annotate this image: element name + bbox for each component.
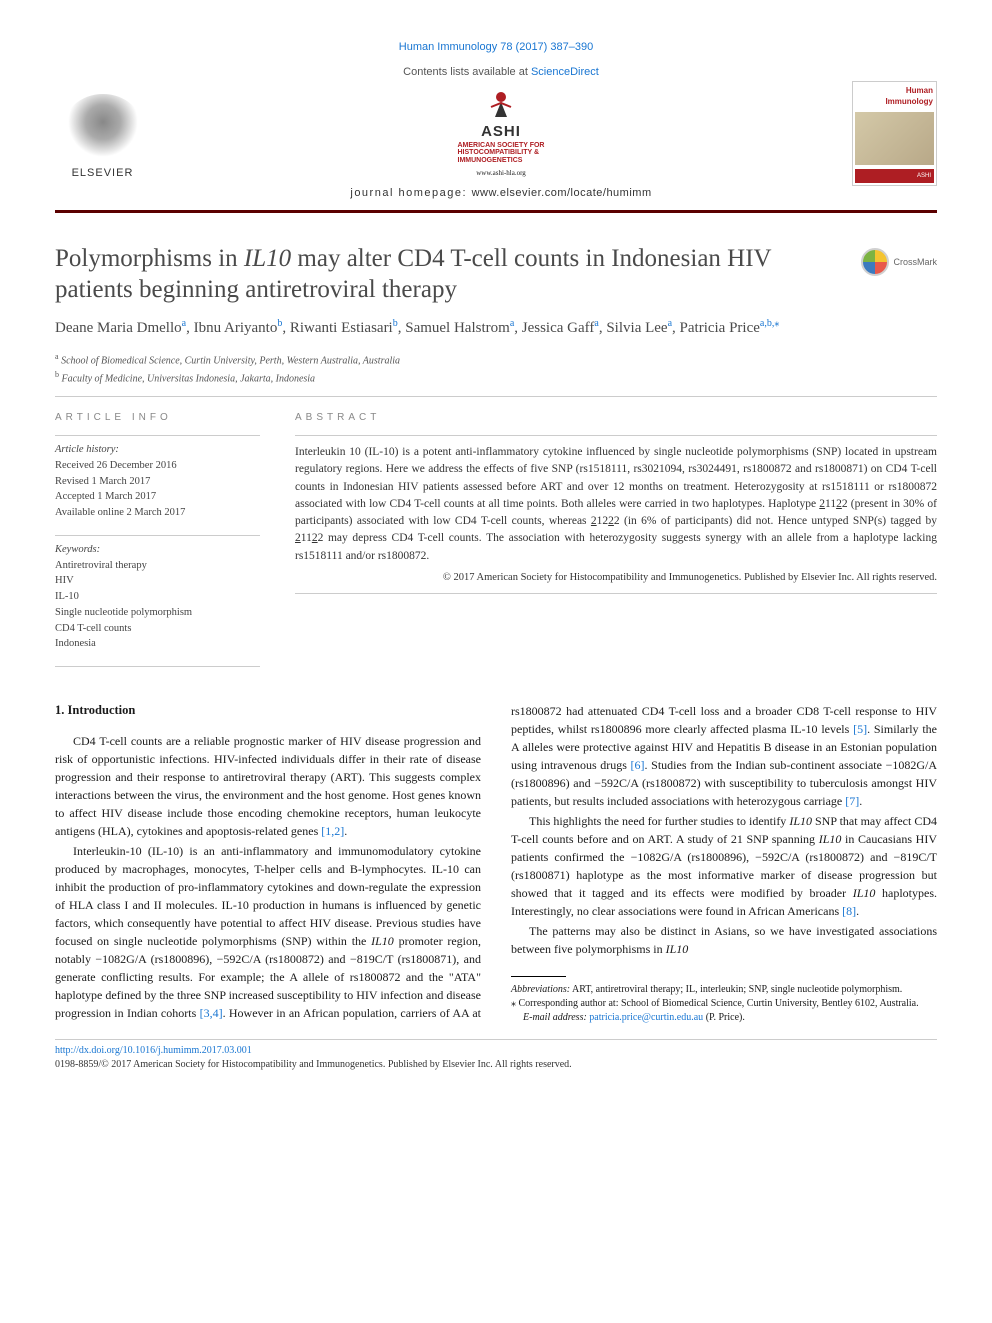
elsevier-tree-icon (63, 94, 143, 164)
abstract-column: ABSTRACT Interleukin 10 (IL-10) is a pot… (295, 411, 937, 667)
keyword-item: CD4 T-cell counts (55, 621, 260, 637)
citation-link[interactable]: [6] (631, 758, 645, 772)
footnote-separator (511, 976, 566, 977)
elsevier-label: ELSEVIER (72, 166, 134, 181)
abstract-heading: ABSTRACT (295, 411, 937, 425)
citation-link[interactable]: [1,2] (321, 824, 344, 838)
journal-reference: Human Immunology 78 (2017) 387–390 (55, 40, 937, 55)
body-paragraph: The patterns may also be distinct in Asi… (511, 922, 937, 958)
citation-link[interactable]: [3,4] (200, 1006, 223, 1020)
crossmark-label: CrossMark (893, 256, 937, 269)
divider (55, 666, 260, 667)
keyword-item: Indonesia (55, 636, 260, 652)
crossmark-badge[interactable]: CrossMark (861, 248, 937, 276)
ashi-wordmark: ASHI (481, 123, 521, 140)
crossmark-icon (861, 248, 889, 276)
body-columns: 1. Introduction CD4 T-cell counts are a … (55, 702, 937, 1025)
ashi-url: www.ashi-hla.org (441, 169, 561, 179)
article-info-column: ARTICLE INFO Article history: Received 2… (55, 411, 260, 667)
doi-link[interactable]: http://dx.doi.org/10.1016/j.humimm.2017.… (55, 1045, 252, 1056)
body-paragraph: This highlights the need for further stu… (511, 812, 937, 920)
keyword-item: Single nucleotide polymorphism (55, 605, 260, 621)
contents-available-line: Contents lists available at ScienceDirec… (150, 65, 852, 80)
journal-cover-thumbnail[interactable]: HumanImmunology ASHI (852, 81, 937, 186)
article-title: Polymorphisms in IL10 may alter CD4 T-ce… (55, 243, 851, 306)
footnotes: Abbreviations: ART, antiretroviral thera… (511, 983, 937, 1025)
affiliation-list: a School of Biomedical Science, Curtin U… (55, 351, 937, 386)
citation-link[interactable]: [8] (842, 904, 856, 918)
journal-ref-link[interactable]: Human Immunology 78 (2017) 387–390 (399, 41, 593, 53)
keyword-item: HIV (55, 573, 260, 589)
section-heading-introduction: 1. Introduction (55, 702, 481, 720)
journal-homepage-url[interactable]: www.elsevier.com/locate/humimm (472, 187, 652, 199)
issn-copyright-line: 0198-8859/© 2017 American Society for Hi… (55, 1058, 937, 1072)
citation-link[interactable]: [5] (853, 722, 867, 736)
keyword-item: Antiretroviral therapy (55, 558, 260, 574)
doi-line: http://dx.doi.org/10.1016/j.humimm.2017.… (55, 1044, 937, 1058)
keywords-label: Keywords: (55, 542, 260, 558)
history-line: Available online 2 March 2017 (55, 505, 260, 521)
elsevier-logo[interactable]: ELSEVIER (55, 86, 150, 181)
sciencedirect-link[interactable]: ScienceDirect (531, 66, 599, 78)
article-history-label: Article history: (55, 442, 260, 458)
history-line: Received 26 December 2016 (55, 458, 260, 474)
article-info-heading: ARTICLE INFO (55, 411, 260, 425)
divider (55, 396, 937, 397)
footer-separator (55, 1039, 937, 1040)
journal-header: ELSEVIER Contents lists available at Sci… (55, 65, 937, 212)
abstract-text: Interleukin 10 (IL-10) is a potent anti-… (295, 435, 937, 565)
body-paragraph: CD4 T-cell counts are a reliable prognos… (55, 732, 481, 840)
ashi-figure-icon (477, 89, 525, 119)
cover-image-icon (855, 112, 934, 165)
journal-homepage-line: journal homepage: www.elsevier.com/locat… (150, 186, 852, 201)
history-line: Accepted 1 March 2017 (55, 489, 260, 505)
divider (295, 593, 937, 594)
ashi-logo: ASHI AMERICAN SOCIETY FOR HISTOCOMPATIBI… (441, 89, 561, 179)
citation-link[interactable]: [7] (845, 794, 859, 808)
corresponding-email-link[interactable]: patricia.price@curtin.edu.au (589, 1012, 703, 1023)
keyword-item: IL-10 (55, 589, 260, 605)
abstract-copyright: © 2017 American Society for Histocompati… (295, 571, 937, 586)
history-line: Revised 1 March 2017 (55, 474, 260, 490)
author-list: Deane Maria Dmelloa, Ibnu Ariyantob, Riw… (55, 317, 937, 339)
